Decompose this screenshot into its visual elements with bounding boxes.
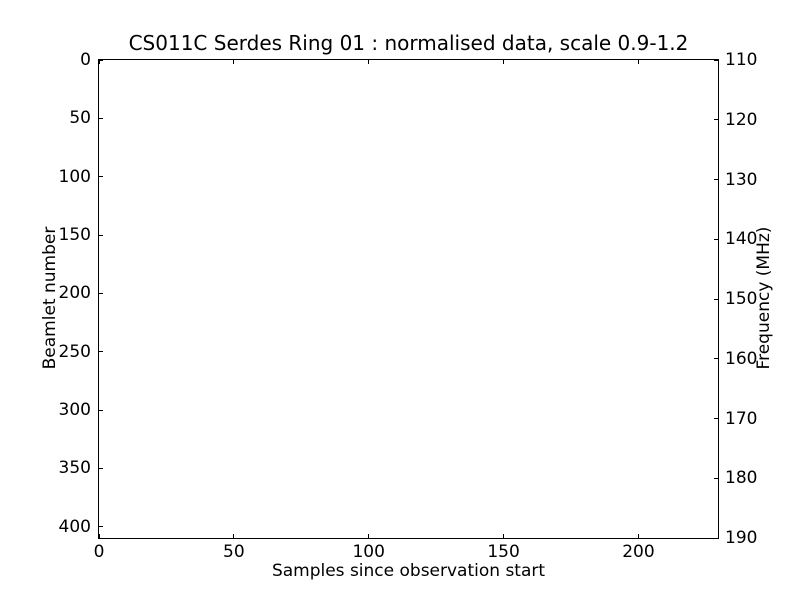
y-right-tick-mark <box>714 358 718 360</box>
x-tick-mark-bottom <box>233 534 235 538</box>
y-right-tick-label: 180 <box>725 468 758 489</box>
x-tick-label: 0 <box>93 542 105 562</box>
x-tick-mark-top <box>503 60 505 64</box>
y-left-tick-label: 300 <box>58 400 91 421</box>
y-left-tick-mark <box>99 467 103 469</box>
y-left-tick-mark <box>99 351 103 353</box>
plot-area <box>98 59 719 539</box>
y-right-tick-mark <box>714 477 718 479</box>
y-left-tick-mark <box>99 292 103 294</box>
y-right-tick-label: 190 <box>725 528 758 548</box>
y-right-tick-label: 150 <box>725 289 758 309</box>
y-left-tick-mark <box>99 117 103 119</box>
x-tick-mark-bottom <box>368 534 370 538</box>
y-left-tick-mark <box>99 234 103 236</box>
y-right-tick-mark <box>714 537 718 539</box>
x-tick-mark-top <box>233 60 235 64</box>
y-left-tick-label: 150 <box>58 225 91 246</box>
y-right-tick-mark <box>714 298 718 300</box>
x-tick-mark-top <box>637 60 639 64</box>
y-left-tick-mark <box>99 409 103 411</box>
y-left-tick-label: 350 <box>58 458 91 479</box>
y-right-tick-label: 110 <box>725 50 758 70</box>
y-left-tick-label: 0 <box>80 50 91 70</box>
x-tick-mark-bottom <box>503 534 505 538</box>
y-left-tick-label: 100 <box>58 166 91 187</box>
y-right-tick-mark <box>714 238 718 240</box>
x-tick-label: 200 <box>622 542 655 562</box>
y-left-tick-label: 400 <box>58 516 91 537</box>
y-left-tick-label: 250 <box>58 341 91 362</box>
y-right-tick-mark <box>714 119 718 121</box>
y-right-tick-label: 160 <box>725 348 758 369</box>
y-left-tick-label: 50 <box>69 108 91 129</box>
y-left-tick-label: 200 <box>58 283 91 304</box>
y-right-tick-label: 120 <box>725 109 758 130</box>
y-right-tick-mark <box>714 179 718 180</box>
x-tick-mark-top <box>368 60 370 64</box>
x-tick-label: 50 <box>223 542 245 562</box>
y-right-tick-mark <box>714 418 718 419</box>
y-right-tick-label: 130 <box>725 169 758 190</box>
x-tick-label: 100 <box>352 542 385 562</box>
chart-title: CS011C Serdes Ring 01 : normalised data,… <box>128 31 689 55</box>
y-right-tick-mark <box>714 59 718 61</box>
x-axis-label: Samples since observation start <box>271 561 546 581</box>
y-right-tick-label: 140 <box>725 229 758 250</box>
x-tick-mark-bottom <box>98 534 100 538</box>
y-left-tick-mark <box>99 59 103 61</box>
x-tick-mark-bottom <box>637 534 639 538</box>
y-left-tick-mark <box>99 526 103 528</box>
y-right-tick-label: 170 <box>725 408 758 429</box>
x-tick-mark-top <box>98 60 100 64</box>
x-tick-label: 150 <box>487 542 520 562</box>
y-left-tick-mark <box>99 176 103 178</box>
